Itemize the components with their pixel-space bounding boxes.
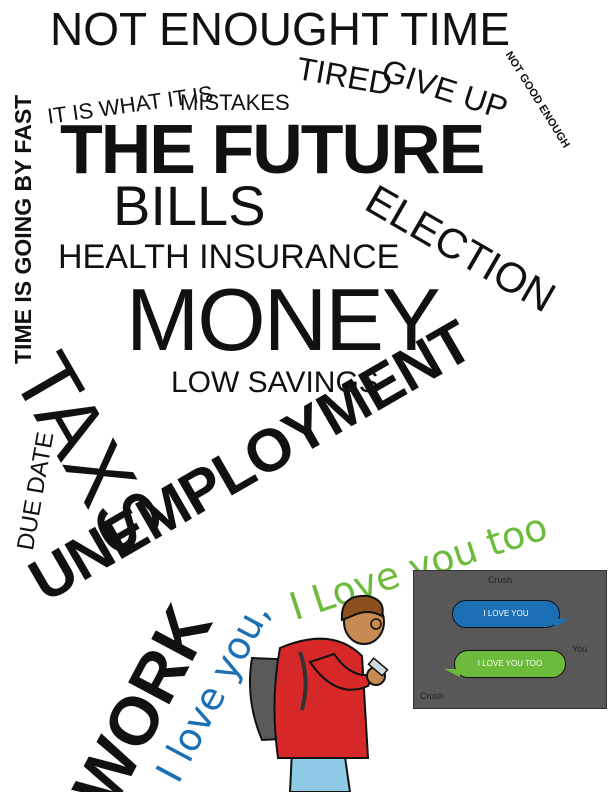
chat-top-label: Crush <box>488 575 513 585</box>
word-time-going-fast: TIME IS GOING BY FAST <box>10 94 36 364</box>
phone <box>367 657 389 677</box>
word-due-date: DUE DATE <box>12 429 60 553</box>
backpack-strap <box>298 651 308 711</box>
chat-bubble-i-love-you-too: I LOVE YOU TOO <box>454 650 566 678</box>
word-health-insurance: HEALTH INSURANCE <box>58 238 400 276</box>
word-not-good-enough: NOT GOOD ENOUGH <box>502 49 572 151</box>
person-with-phone-illustration <box>248 594 389 792</box>
word-money: MONEY <box>126 270 441 369</box>
shirt <box>273 637 370 759</box>
chat-bottom-label: Crush <box>420 691 445 701</box>
chat-bubble-tail-green <box>444 669 460 677</box>
chat-panel: Crush I LOVE YOU You I LOVE YOU TOO Crus… <box>413 570 607 709</box>
word-not-enough-time: NOT ENOUGHT TIME <box>50 3 511 55</box>
chat-side-label: You <box>572 644 588 654</box>
hair <box>340 594 384 622</box>
word-mistakes: MISTAKES <box>180 90 290 115</box>
chat-bubble-i-love-you: I LOVE YOU <box>452 600 560 628</box>
word-bills: BILLS <box>113 174 266 237</box>
chat-bubble-tail-blue <box>554 619 570 627</box>
glasses <box>370 618 382 630</box>
word-the-future: THE FUTURE <box>60 110 485 188</box>
word-low-savings: LOW SAVINGS <box>171 366 379 399</box>
